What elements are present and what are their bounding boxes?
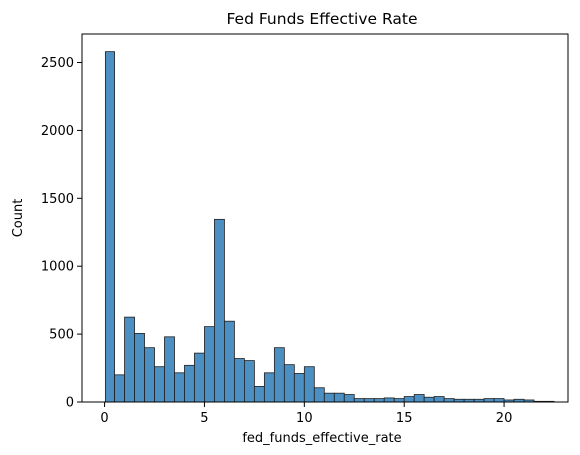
histogram-bar bbox=[383, 397, 395, 403]
histogram-bar bbox=[443, 398, 455, 403]
histogram-bar bbox=[224, 320, 235, 403]
histogram-bar bbox=[184, 364, 195, 403]
histogram-bar bbox=[134, 333, 145, 403]
y-tick-label: 1500 bbox=[41, 192, 74, 207]
histogram-bar bbox=[433, 396, 445, 403]
histogram-bar bbox=[423, 396, 435, 403]
x-axis-label: fed_funds_effective_rate bbox=[242, 431, 401, 446]
x-tick-label: 15 bbox=[396, 411, 413, 426]
histogram-bar bbox=[114, 374, 125, 403]
x-tick-label: 0 bbox=[100, 411, 108, 426]
histogram-bar bbox=[194, 352, 205, 403]
histogram-bar bbox=[154, 366, 165, 403]
histogram-bar bbox=[283, 364, 295, 403]
y-tick-label: 1000 bbox=[41, 260, 74, 275]
x-tick-label: 20 bbox=[496, 411, 513, 426]
histogram-bar bbox=[403, 396, 415, 403]
histogram-bar bbox=[413, 394, 425, 403]
x-axis: 0 5 10 15 20 bbox=[100, 402, 512, 426]
histogram-bar bbox=[243, 360, 255, 403]
histogram-bar bbox=[363, 398, 375, 403]
x-tick-label: 10 bbox=[296, 411, 313, 426]
y-tick-label: 2000 bbox=[41, 124, 74, 139]
histogram-bar bbox=[373, 398, 385, 403]
histogram-bar bbox=[104, 51, 115, 403]
histogram-bar bbox=[313, 387, 325, 403]
histogram-bar bbox=[393, 398, 405, 403]
y-tick-label: 2500 bbox=[41, 56, 74, 71]
histogram-bar bbox=[164, 336, 175, 403]
chart-title: Fed Funds Effective Rate bbox=[226, 10, 417, 28]
histogram-bar bbox=[333, 392, 345, 403]
histogram-bar bbox=[234, 358, 245, 403]
histogram-bar bbox=[343, 394, 355, 403]
histogram-bar bbox=[273, 347, 285, 403]
x-tick-label: 5 bbox=[200, 411, 208, 426]
plot-area-frame bbox=[81, 33, 569, 403]
histogram-bar bbox=[493, 398, 505, 403]
histogram-bar bbox=[483, 398, 495, 403]
histogram-bar bbox=[263, 372, 275, 403]
y-axis-label: Count bbox=[11, 199, 26, 238]
histogram-bar bbox=[214, 218, 225, 403]
histogram-bar bbox=[144, 347, 155, 403]
histogram-bar bbox=[253, 385, 265, 403]
histogram-bar bbox=[124, 316, 135, 403]
histogram-bar bbox=[353, 398, 365, 403]
y-tick-label: 500 bbox=[49, 328, 74, 343]
y-tick-label: 0 bbox=[66, 396, 74, 411]
histogram-bar bbox=[303, 366, 315, 403]
histogram-bar bbox=[204, 326, 215, 403]
histogram-bar bbox=[323, 392, 335, 403]
histogram-bar bbox=[174, 372, 185, 403]
histogram-bar bbox=[293, 373, 305, 403]
y-axis: 0 500 1000 1500 2000 2500 bbox=[41, 56, 82, 411]
bars-layer bbox=[104, 51, 555, 403]
